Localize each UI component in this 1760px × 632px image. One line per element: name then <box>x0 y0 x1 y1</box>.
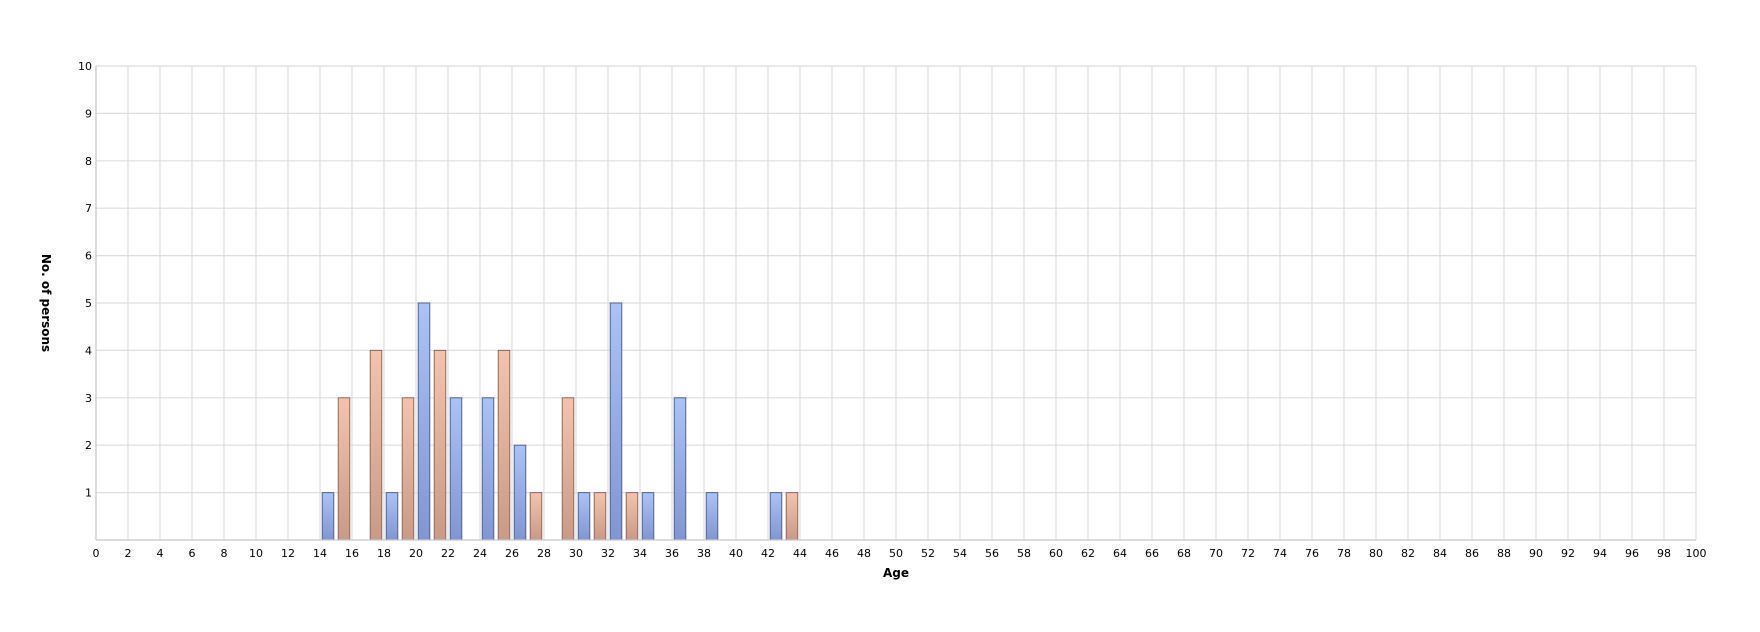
bars <box>321 302 799 541</box>
bar-series-2-age-21.5 <box>433 349 447 541</box>
y-tick-label: 9 <box>85 107 92 120</box>
x-tick-label: 84 <box>1433 547 1447 560</box>
y-tick-label: 2 <box>85 439 92 452</box>
bar-series-2-age-29.5 <box>561 397 575 541</box>
x-tick-label: 14 <box>313 547 327 560</box>
x-tick-label: 2 <box>125 547 132 560</box>
x-tick-label: 80 <box>1369 547 1383 560</box>
x-tick-label: 4 <box>157 547 164 560</box>
y-tick-label: 8 <box>85 155 92 168</box>
bar-series-2-age-27.5 <box>529 492 543 541</box>
bar-series-1-age-24.5 <box>481 397 495 541</box>
x-tick-label: 44 <box>793 547 807 560</box>
grid <box>95 65 1697 540</box>
x-tick-label: 82 <box>1401 547 1415 560</box>
x-tick-label: 16 <box>345 547 359 560</box>
x-tick-label: 18 <box>377 547 391 560</box>
x-tick-label: 52 <box>921 547 935 560</box>
x-tick-label: 98 <box>1657 547 1671 560</box>
x-tick-label: 96 <box>1625 547 1639 560</box>
bar-series-1-age-30.5 <box>577 492 591 541</box>
x-tick-label: 32 <box>601 547 615 560</box>
y-tick-label: 3 <box>85 392 92 405</box>
y-tick-label: 4 <box>85 344 92 357</box>
y-tick-label: 6 <box>85 250 92 263</box>
bar-series-1-age-22.5 <box>449 397 463 541</box>
x-tick-label: 68 <box>1177 547 1191 560</box>
bar-series-2-age-33.5 <box>625 492 639 541</box>
y-tick-label: 1 <box>85 487 92 500</box>
x-tick-label: 72 <box>1241 547 1255 560</box>
x-tick-label: 48 <box>857 547 871 560</box>
x-tick-label: 90 <box>1529 547 1543 560</box>
x-tick-label: 34 <box>633 547 647 560</box>
x-tick-label: 46 <box>825 547 839 560</box>
bar-series-1-age-42.5 <box>769 492 783 541</box>
bar-series-1-age-34.5 <box>641 492 655 541</box>
x-tick-label: 64 <box>1113 547 1127 560</box>
x-tick-label: 0 <box>93 547 100 560</box>
x-tick-label: 28 <box>537 547 551 560</box>
x-tick-label: 54 <box>953 547 967 560</box>
x-tick-label: 20 <box>409 547 423 560</box>
x-tick-label: 60 <box>1049 547 1063 560</box>
bar-series-1-age-26.5 <box>513 444 527 541</box>
bar-series-1-age-18.5 <box>385 492 399 541</box>
x-tick-label: 70 <box>1209 547 1223 560</box>
x-tick-label: 74 <box>1273 547 1287 560</box>
x-tick-label: 24 <box>473 547 487 560</box>
x-tick-label: 42 <box>761 547 775 560</box>
x-tick-label: 8 <box>221 547 228 560</box>
x-tick-label: 12 <box>281 547 295 560</box>
bar-series-1-age-36.5 <box>673 397 687 541</box>
bar-series-2-age-43.5 <box>785 492 799 541</box>
bar-series-2-age-19.5 <box>401 397 415 541</box>
x-tick-label: 94 <box>1593 547 1607 560</box>
x-tick-label: 26 <box>505 547 519 560</box>
bar-series-2-age-25.5 <box>497 349 511 541</box>
bar-series-1-age-20.5 <box>417 302 431 541</box>
bar-series-2-age-15.5 <box>337 397 351 541</box>
x-tick-label: 56 <box>985 547 999 560</box>
y-tick-label: 5 <box>85 297 92 310</box>
x-tick-label: 22 <box>441 547 455 560</box>
x-tick-label: 76 <box>1305 547 1319 560</box>
x-tick-label: 62 <box>1081 547 1095 560</box>
y-axis-title: No. of persons <box>39 254 53 352</box>
x-tick-label: 30 <box>569 547 583 560</box>
bar-series-1-age-32.5 <box>609 302 623 541</box>
bar-series-1-age-14.5 <box>321 492 335 541</box>
bar-series-2-age-17.5 <box>369 349 383 541</box>
x-tick-label: 78 <box>1337 547 1351 560</box>
x-tick-label: 6 <box>189 547 196 560</box>
axes: 0 2 4 6 8 10 12 14 16 18 20 22 24 26 28 30 32 34 36 38 40 42 4… <box>78 60 1707 560</box>
x-tick-label: 38 <box>697 547 711 560</box>
x-tick-label: 88 <box>1497 547 1511 560</box>
x-tick-label: 86 <box>1465 547 1479 560</box>
x-tick-label: 40 <box>729 547 743 560</box>
x-tick-label: 66 <box>1145 547 1159 560</box>
x-axis-title: Age <box>883 566 909 580</box>
y-tick-label: 7 <box>85 202 92 215</box>
y-tick-label: 10 <box>78 60 92 73</box>
bar-series-2-age-31.5 <box>593 492 607 541</box>
x-tick-label: 100 <box>1686 547 1707 560</box>
x-tick-label: 92 <box>1561 547 1575 560</box>
x-tick-label: 58 <box>1017 547 1031 560</box>
x-tick-label: 36 <box>665 547 679 560</box>
bar-series-1-age-38.5 <box>705 492 719 541</box>
x-tick-label: 50 <box>889 547 903 560</box>
x-tick-label: 10 <box>249 547 263 560</box>
